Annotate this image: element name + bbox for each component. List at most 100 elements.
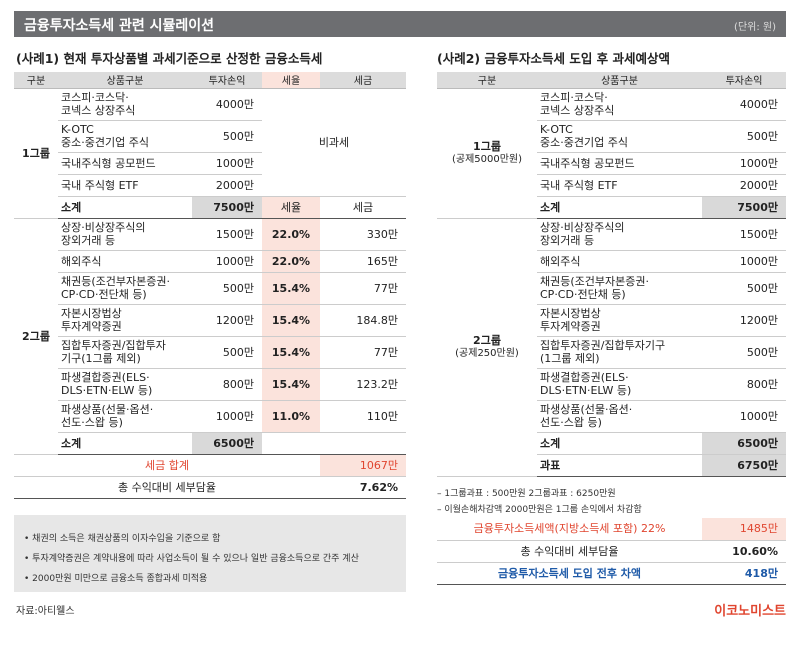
rate-value: 15.4% — [262, 304, 320, 337]
table-row: 국내주식형 공모펀드 1000만 — [437, 152, 786, 175]
tax-value: 77만 — [320, 272, 406, 305]
pnl-value: 1000만 — [702, 152, 786, 175]
pnl-value: 500만 — [192, 120, 262, 153]
tax-value: 123.2만 — [320, 368, 406, 401]
pnl-value: 1200만 — [192, 304, 262, 337]
subtotal-row: 소계 7500만 세율 세금 — [14, 196, 406, 219]
case2-summary: 금융투자소득세액(지방소득세 포함) 22% 1485만 총 수익대비 세부담율 1… — [437, 518, 786, 585]
pnl-value: 4000만 — [702, 88, 786, 121]
rate-value: 15.4% — [262, 272, 320, 305]
subtotal-label: 소계 — [537, 196, 702, 219]
product-name: 집합투자증권/집합투자기구 (1그룹 제외) — [537, 336, 702, 369]
burden-value: 7.62% — [320, 476, 406, 499]
pnl-value: 500만 — [702, 272, 786, 305]
tax-value: 330만 — [320, 218, 406, 251]
pnl-value: 500만 — [702, 336, 786, 369]
table-row: 해외주식 1000만 22.0% 165만 — [14, 250, 406, 273]
group-label: 2그룹 — [14, 218, 58, 455]
table-row: K-OTC 중소·중견기업 주식 500만 — [437, 120, 786, 153]
total-tax-label: 세금 합계 — [14, 454, 320, 477]
taxbase-row: 과표 6750만 — [437, 454, 786, 477]
total-tax-row: 세금 합계 1067만 — [14, 454, 406, 477]
case1-table: 구분 상품구분 투자손익 세율 세금 1그룹 코스피·코스닥· 코넥스 상장주식 4… — [14, 72, 406, 499]
table-row: 2그룹 (공제250만원) 상장·비상장주식의 장외거래 등 1500만 — [437, 218, 786, 477]
col-header: 투자손익 — [192, 72, 262, 89]
rate-value: 15.4% — [262, 336, 320, 369]
group-deduction: (공제250만원) — [455, 348, 519, 359]
table-row: 국내주식형 공모펀드 1000만 — [14, 152, 406, 175]
title-banner: 금융투자소득세 관련 시뮬레이션 (단위: 원) — [14, 11, 786, 37]
table-row: 채권등(조건부자본증권· CP·CD·전단채 등) 500만 — [437, 272, 786, 305]
table-row: 채권등(조건부자본증권· CP·CD·전단채 등) 500만 15.4% 77만 — [14, 272, 406, 305]
subtotal-row: 소계 6500만 — [14, 432, 406, 455]
subtotal-value: 7500만 — [702, 196, 786, 219]
burden-value: 10.60% — [702, 540, 786, 563]
pnl-value: 1500만 — [192, 218, 262, 251]
case2-title: (사례2) 금융투자소득세 도입 후 과세예상액 — [437, 51, 671, 66]
product-name: 상장·비상장주식의 장외거래 등 — [537, 218, 702, 251]
pnl-value: 2000만 — [192, 174, 262, 197]
footnotes: • 채권의 소득은 채권상품의 이자수입을 기준으로 함 • 투자계약증권은 계… — [14, 515, 406, 592]
pnl-value: 1500만 — [702, 218, 786, 251]
case1-title: (사례1) 현재 투자상품별 과세기준으로 산정한 금융소득세 — [16, 51, 323, 66]
pnl-value: 800만 — [702, 368, 786, 401]
product-name: 해외주식 — [58, 250, 192, 273]
pnl-value: 500만 — [192, 336, 262, 369]
subtotal-label: 소계 — [58, 432, 192, 455]
table-row: 국내 주식형 ETF 2000만 — [437, 174, 786, 197]
product-name: 채권등(조건부자본증권· CP·CD·전단채 등) — [58, 272, 192, 305]
rate-value: 22.0% — [262, 250, 320, 273]
pnl-value: 4000만 — [192, 88, 262, 121]
pnl-value: 1000만 — [702, 400, 786, 433]
total-tax-value: 1067만 — [320, 454, 406, 477]
pnl-value: 500만 — [192, 272, 262, 305]
table-row: 파생결합증권(ELS· DLS·ETN·ELW 등) 800만 15.4% 123.2… — [14, 368, 406, 401]
burden-row: 총 수익대비 세부담율 7.62% — [14, 476, 406, 499]
logo: 이코노미스트 — [714, 604, 786, 619]
subtotal-value: 7500만 — [192, 196, 262, 219]
empty-cell — [262, 432, 320, 455]
rate-header: 세율 — [262, 196, 320, 219]
product-name: 국내주식형 공모펀드 — [537, 152, 702, 175]
col-header: 상품구분 — [537, 72, 702, 89]
product-name: 채권등(조건부자본증권· CP·CD·전단채 등) — [537, 272, 702, 305]
subtotal-label: 소계 — [537, 432, 702, 455]
tax-label: 금융투자소득세액(지방소득세 포함) 22% — [437, 518, 702, 541]
page-title: 금융투자소득세 관련 시뮬레이션 — [24, 18, 215, 34]
product-name: 코스피·코스닥· 코넥스 상장주식 — [58, 88, 192, 121]
pnl-value: 1000만 — [192, 152, 262, 175]
table-row: 파생결합증권(ELS· DLS·ETN·ELW 등) 800만 — [437, 368, 786, 401]
case2-table: 구분 상품구분 투자손익 1그룹 (공제5000만원) 코스피·코스닥· 코넥스 상… — [437, 72, 786, 477]
product-name: 코스피·코스닥· 코넥스 상장주식 — [537, 88, 702, 121]
group-name: 2그룹 — [473, 334, 501, 347]
note-line: – 1그룹과표 : 500만원 2그룹과표 : 6250만원 — [437, 489, 616, 499]
col-header: 구분 — [14, 72, 58, 89]
tax-value: 77만 — [320, 336, 406, 369]
product-name: 상장·비상장주식의 장외거래 등 — [58, 218, 192, 251]
product-name: 국내 주식형 ETF — [58, 174, 192, 197]
tax-exempt-note: 비과세 — [262, 88, 406, 197]
product-name: 파생상품(선물·옵션· 선도·스왑 등) — [537, 400, 702, 433]
product-name: 자본시장법상 투자계약증권 — [537, 304, 702, 337]
unit-label: (단위: 원) — [734, 22, 776, 33]
table-row: 1그룹 코스피·코스닥· 코넥스 상장주식 4000만 비과세 — [14, 88, 406, 219]
rate-value: 22.0% — [262, 218, 320, 251]
table-row: 집합투자증권/집합투자기구 (1그룹 제외) 500만 — [437, 336, 786, 369]
table-row: 국내 주식형 ETF 2000만 — [14, 174, 406, 197]
group-deduction: (공제5000만원) — [451, 154, 523, 165]
col-header: 세율 — [262, 72, 320, 89]
product-name: K-OTC 중소·중견기업 주식 — [58, 120, 192, 153]
table-row: K-OTC 중소·중견기업 주식 500만 — [14, 120, 406, 153]
pnl-value: 1000만 — [192, 400, 262, 433]
subtotal-label: 소계 — [58, 196, 192, 219]
group-label: 2그룹 (공제250만원) — [437, 218, 537, 477]
product-name: 파생결합증권(ELS· DLS·ETN·ELW 등) — [58, 368, 192, 401]
footnote: • 투자계약증권은 계약내용에 따라 사업소득이 될 수 있으나 일반 금융소득… — [24, 554, 359, 564]
footnote: • 채권의 소득은 채권상품의 이자수입을 기준으로 함 — [24, 534, 221, 544]
col-header: 상품구분 — [58, 72, 192, 89]
tax-value: 110만 — [320, 400, 406, 433]
case2-notes: – 1그룹과표 : 500만원 2그룹과표 : 6250만원 – 이월손해차감액… — [437, 486, 642, 518]
col-header: 투자손익 — [702, 72, 786, 89]
product-name: 집합투자증권/집합투자 기구(1그룹 제외) — [58, 336, 192, 369]
burden-label: 총 수익대비 세부담율 — [437, 540, 702, 563]
